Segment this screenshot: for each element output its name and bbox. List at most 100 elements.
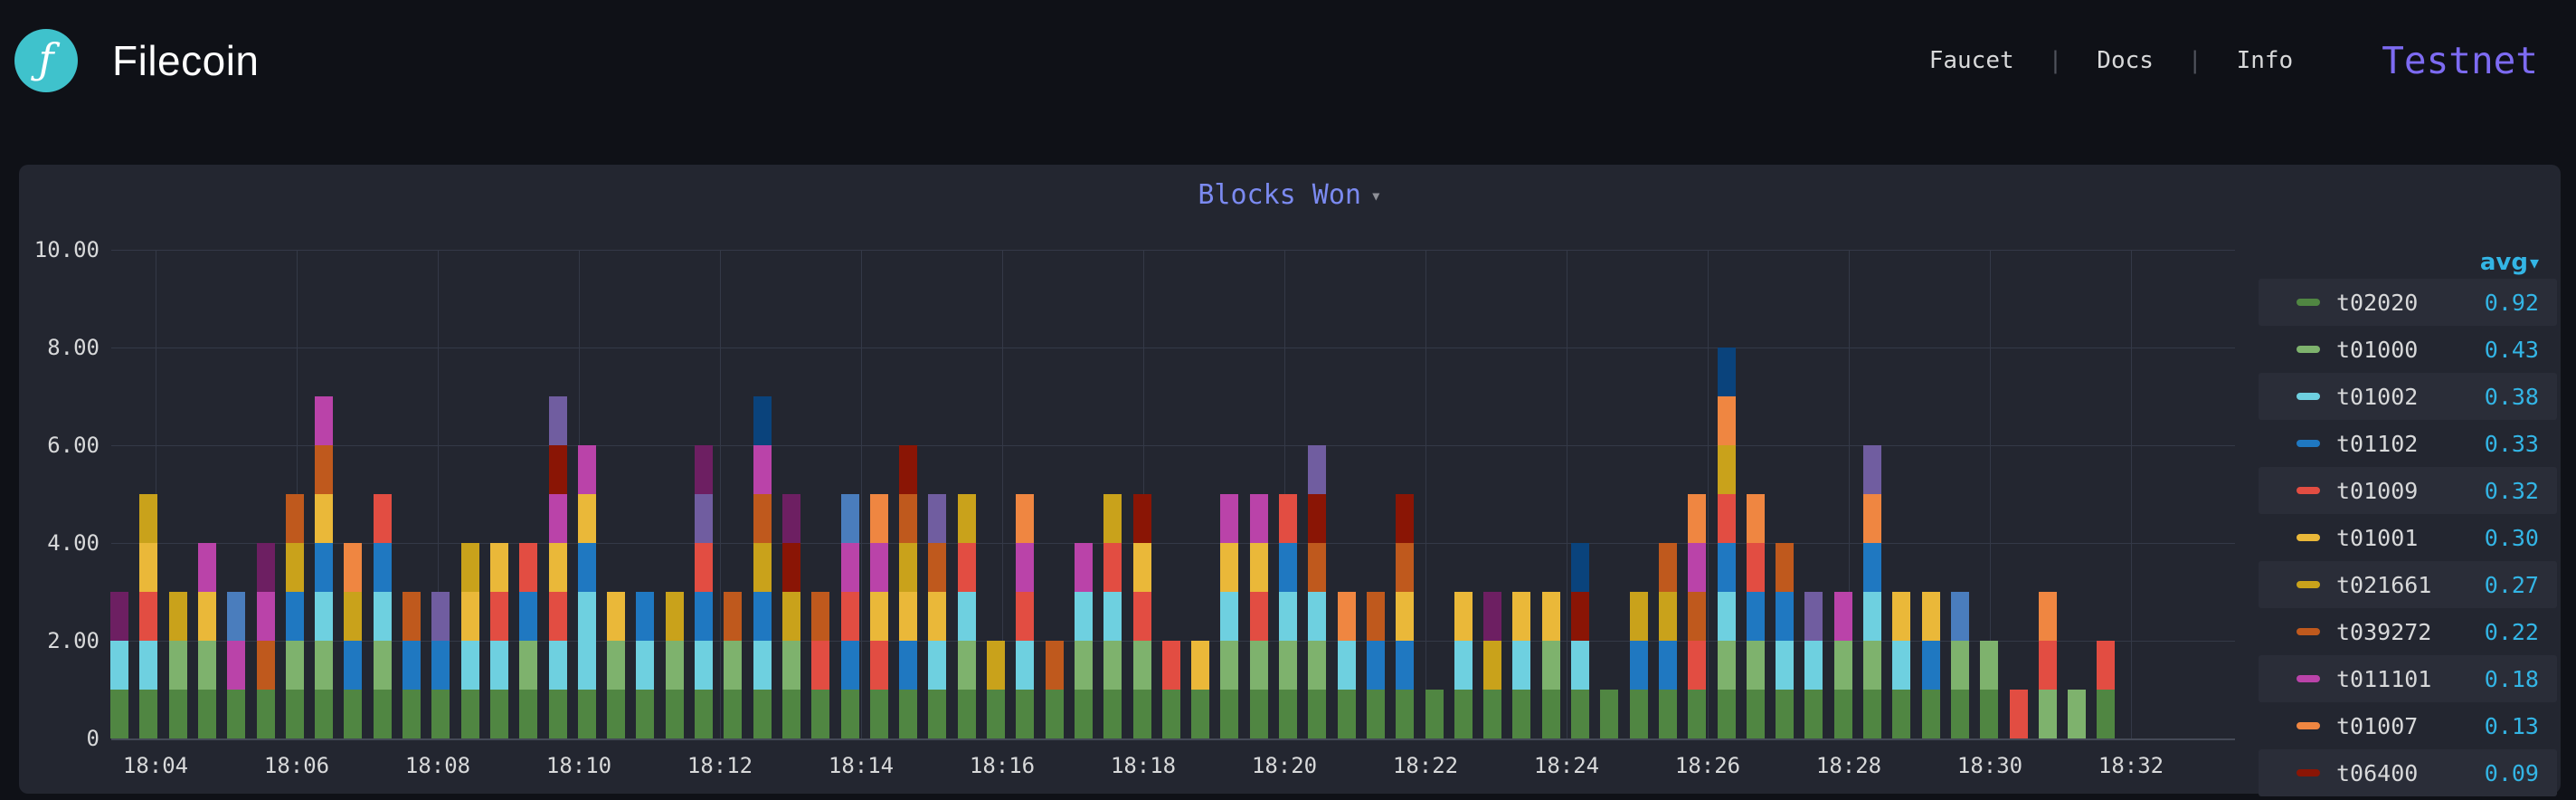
panel-title-dropdown[interactable]: Blocks Won ▾ xyxy=(1198,179,1381,211)
stacked-bar[interactable] xyxy=(1454,592,1473,738)
bar-segment[interactable] xyxy=(1103,592,1122,641)
bar-segment[interactable] xyxy=(1863,690,1881,738)
bar-segment[interactable] xyxy=(1279,690,1297,738)
legend-series-name[interactable]: t02020 xyxy=(2336,289,2419,316)
bar-segment[interactable] xyxy=(168,641,187,690)
bar-segment[interactable] xyxy=(1337,690,1356,738)
bar-segment[interactable] xyxy=(1103,641,1122,690)
legend-item-t02020[interactable]: t02020 0.92 xyxy=(2259,279,2557,326)
bar-segment[interactable] xyxy=(1629,690,1648,738)
nav-item-docs[interactable]: Docs xyxy=(2097,47,2154,74)
bar-segment[interactable] xyxy=(1161,690,1180,738)
stacked-bar[interactable] xyxy=(1045,641,1064,738)
bar-segment[interactable] xyxy=(665,641,684,690)
bar-segment[interactable] xyxy=(548,641,567,690)
bar-segment[interactable] xyxy=(1132,494,1151,543)
bar-segment[interactable] xyxy=(1950,690,1969,738)
bar-segment[interactable] xyxy=(695,445,713,494)
bar-segment[interactable] xyxy=(1337,592,1356,641)
bar-segment[interactable] xyxy=(1746,494,1765,543)
bar-segment[interactable] xyxy=(577,592,596,641)
bar-segment[interactable] xyxy=(899,543,918,592)
stacked-bar[interactable] xyxy=(1512,592,1531,738)
bar-segment[interactable] xyxy=(1396,690,1415,738)
bar-segment[interactable] xyxy=(1132,690,1151,738)
bar-segment[interactable] xyxy=(695,641,713,690)
bar-segment[interactable] xyxy=(1016,592,1035,641)
stacked-bar[interactable] xyxy=(665,592,684,738)
bar-segment[interactable] xyxy=(665,592,684,641)
bar-segment[interactable] xyxy=(344,641,363,690)
bar-segment[interactable] xyxy=(607,641,626,690)
bar-segment[interactable] xyxy=(957,592,976,641)
legend-item-t021661[interactable]: t021661 0.27 xyxy=(2259,561,2557,608)
stacked-bar[interactable] xyxy=(987,641,1005,738)
stacked-bar[interactable] xyxy=(1921,592,1940,738)
bar-segment[interactable] xyxy=(1308,494,1327,543)
bar-segment[interactable] xyxy=(1921,641,1940,690)
bar-segment[interactable] xyxy=(1804,690,1823,738)
bar-segment[interactable] xyxy=(1921,592,1940,641)
stacked-bar[interactable] xyxy=(344,543,363,738)
bar-segment[interactable] xyxy=(1220,592,1239,641)
stacked-bar[interactable] xyxy=(460,543,479,738)
bar-segment[interactable] xyxy=(1308,641,1327,690)
bar-segment[interactable] xyxy=(928,592,947,641)
bar-segment[interactable] xyxy=(1483,592,1502,641)
bar-segment[interactable] xyxy=(1425,690,1444,738)
stacked-bar[interactable] xyxy=(753,396,772,738)
bar-segment[interactable] xyxy=(256,641,275,690)
bar-segment[interactable] xyxy=(1863,641,1881,690)
legend-item-t01002[interactable]: t01002 0.38 xyxy=(2259,373,2557,420)
bar-segment[interactable] xyxy=(489,543,508,592)
bar-segment[interactable] xyxy=(315,494,334,543)
bar-segment[interactable] xyxy=(1249,543,1268,592)
bar-segment[interactable] xyxy=(1776,543,1795,592)
stacked-bar[interactable] xyxy=(899,445,918,738)
bar-segment[interactable] xyxy=(1279,494,1297,543)
bar-segment[interactable] xyxy=(577,543,596,592)
bar-segment[interactable] xyxy=(840,494,859,543)
bar-segment[interactable] xyxy=(1629,641,1648,690)
stacked-bar[interactable] xyxy=(373,494,392,738)
stacked-bar[interactable] xyxy=(840,494,859,738)
stacked-bar[interactable] xyxy=(1658,543,1677,738)
bar-segment[interactable] xyxy=(1045,641,1064,690)
bar-segment[interactable] xyxy=(1132,543,1151,592)
bar-segment[interactable] xyxy=(1921,690,1940,738)
stacked-bar[interactable] xyxy=(315,396,334,738)
bar-segment[interactable] xyxy=(607,690,626,738)
bar-segment[interactable] xyxy=(1132,641,1151,690)
bar-segment[interactable] xyxy=(840,543,859,592)
bar-segment[interactable] xyxy=(1191,690,1210,738)
legend-item-t039272[interactable]: t039272 0.22 xyxy=(2259,608,2557,655)
bar-segment[interactable] xyxy=(957,641,976,690)
bar-segment[interactable] xyxy=(1016,494,1035,543)
legend-series-name[interactable]: t01001 xyxy=(2336,524,2419,551)
nav-item-info[interactable]: Info xyxy=(2236,47,2294,74)
bar-segment[interactable] xyxy=(1717,543,1736,592)
bar-segment[interactable] xyxy=(373,641,392,690)
bar-segment[interactable] xyxy=(2009,690,2028,738)
bar-segment[interactable] xyxy=(1541,592,1560,641)
bar-segment[interactable] xyxy=(315,641,334,690)
stacked-bar[interactable] xyxy=(957,494,976,738)
bar-segment[interactable] xyxy=(489,641,508,690)
bar-segment[interactable] xyxy=(256,690,275,738)
bar-segment[interactable] xyxy=(315,592,334,641)
bar-segment[interactable] xyxy=(753,690,772,738)
stacked-bar[interactable] xyxy=(402,592,421,738)
legend-series-name[interactable]: t01000 xyxy=(2336,336,2419,363)
bar-segment[interactable] xyxy=(781,592,800,641)
bar-segment[interactable] xyxy=(1220,690,1239,738)
bar-segment[interactable] xyxy=(1717,348,1736,396)
bar-segment[interactable] xyxy=(460,690,479,738)
bar-segment[interactable] xyxy=(577,690,596,738)
bar-segment[interactable] xyxy=(1658,641,1677,690)
legend-series-name[interactable]: t01102 xyxy=(2336,430,2419,457)
bar-segment[interactable] xyxy=(1016,543,1035,592)
bar-segment[interactable] xyxy=(1454,641,1473,690)
bar-segment[interactable] xyxy=(1396,592,1415,641)
stacked-bar[interactable] xyxy=(1425,690,1444,738)
bar-segment[interactable] xyxy=(577,445,596,494)
